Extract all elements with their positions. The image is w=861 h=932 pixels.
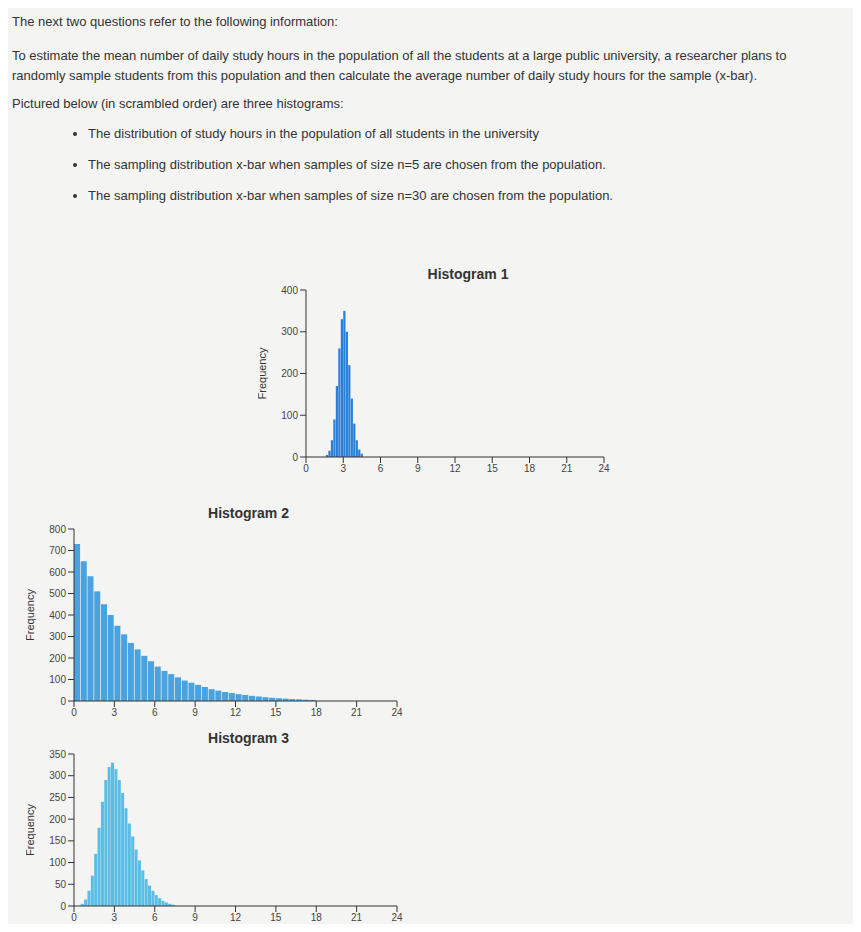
svg-text:Frequency: Frequency [26, 589, 36, 641]
svg-text:12: 12 [449, 463, 461, 474]
svg-text:400: 400 [49, 610, 66, 621]
svg-text:200: 200 [281, 368, 298, 379]
svg-text:6: 6 [378, 463, 384, 474]
svg-text:0: 0 [60, 696, 66, 707]
svg-text:3: 3 [340, 463, 346, 474]
svg-text:100: 100 [49, 674, 66, 685]
svg-text:800: 800 [49, 524, 66, 535]
svg-text:300: 300 [49, 631, 66, 642]
svg-text:9: 9 [415, 463, 421, 474]
html-text:The next two questions refer t: The next two questions refer to the foll… [12, 14, 338, 29]
svg-text:21: 21 [351, 707, 363, 718]
svg-text:600: 600 [49, 567, 66, 578]
svg-text:0: 0 [60, 901, 66, 912]
svg-text:18: 18 [311, 707, 323, 718]
svg-text:15: 15 [270, 707, 282, 718]
svg-text:0: 0 [303, 463, 309, 474]
svg-text:500: 500 [49, 588, 66, 599]
svg-text:200: 200 [49, 653, 66, 664]
svg-text:300: 300 [281, 326, 298, 337]
svg-text:0: 0 [71, 707, 77, 718]
html-text:Histogram 3: Histogram 3 [208, 730, 289, 746]
html-text:Pictured below (in scrambled o: Pictured below (in scrambled order) are … [12, 96, 344, 111]
svg-text:12: 12 [230, 912, 242, 923]
svg-text:9: 9 [192, 707, 198, 718]
svg-text:0: 0 [292, 452, 298, 463]
html-text:To estimate the mean number of: To estimate the mean number of daily stu… [12, 48, 787, 83]
html-text:The sampling distribution x-ba: The sampling distribution x-bar when sam… [88, 188, 613, 203]
svg-text:3: 3 [112, 707, 118, 718]
svg-text:700: 700 [49, 545, 66, 556]
svg-text:18: 18 [311, 912, 323, 923]
svg-text:200: 200 [49, 814, 66, 825]
svg-text:12: 12 [230, 707, 242, 718]
svg-text:150: 150 [49, 835, 66, 846]
svg-text:3: 3 [112, 912, 118, 923]
svg-text:9: 9 [192, 912, 198, 923]
svg-text:21: 21 [351, 912, 363, 923]
html-text:Histogram 1: Histogram 1 [427, 266, 509, 282]
svg-text:400: 400 [281, 285, 298, 296]
svg-text:100: 100 [281, 410, 298, 421]
svg-text:6: 6 [152, 707, 158, 718]
svg-text:24: 24 [391, 912, 403, 923]
svg-text:24: 24 [391, 707, 403, 718]
svg-text:Frequency: Frequency [26, 804, 36, 856]
svg-text:Frequency: Frequency [258, 347, 268, 399]
svg-text:15: 15 [270, 912, 282, 923]
svg-text:350: 350 [49, 749, 66, 760]
svg-text:50: 50 [55, 879, 67, 890]
svg-text:21: 21 [561, 463, 573, 474]
svg-text:18: 18 [524, 463, 536, 474]
html-text:The distribution of study hour: The distribution of study hours in the p… [88, 126, 539, 141]
svg-text:6: 6 [152, 912, 158, 923]
html-text:Histogram 2: Histogram 2 [208, 505, 289, 521]
svg-text:15: 15 [487, 463, 499, 474]
html-text:The sampling distribution x-ba: The sampling distribution x-bar when sam… [88, 157, 606, 172]
svg-text:100: 100 [49, 857, 66, 868]
svg-text:24: 24 [598, 463, 610, 474]
svg-text:300: 300 [49, 770, 66, 781]
svg-text:0: 0 [71, 912, 77, 923]
svg-text:250: 250 [49, 792, 66, 803]
